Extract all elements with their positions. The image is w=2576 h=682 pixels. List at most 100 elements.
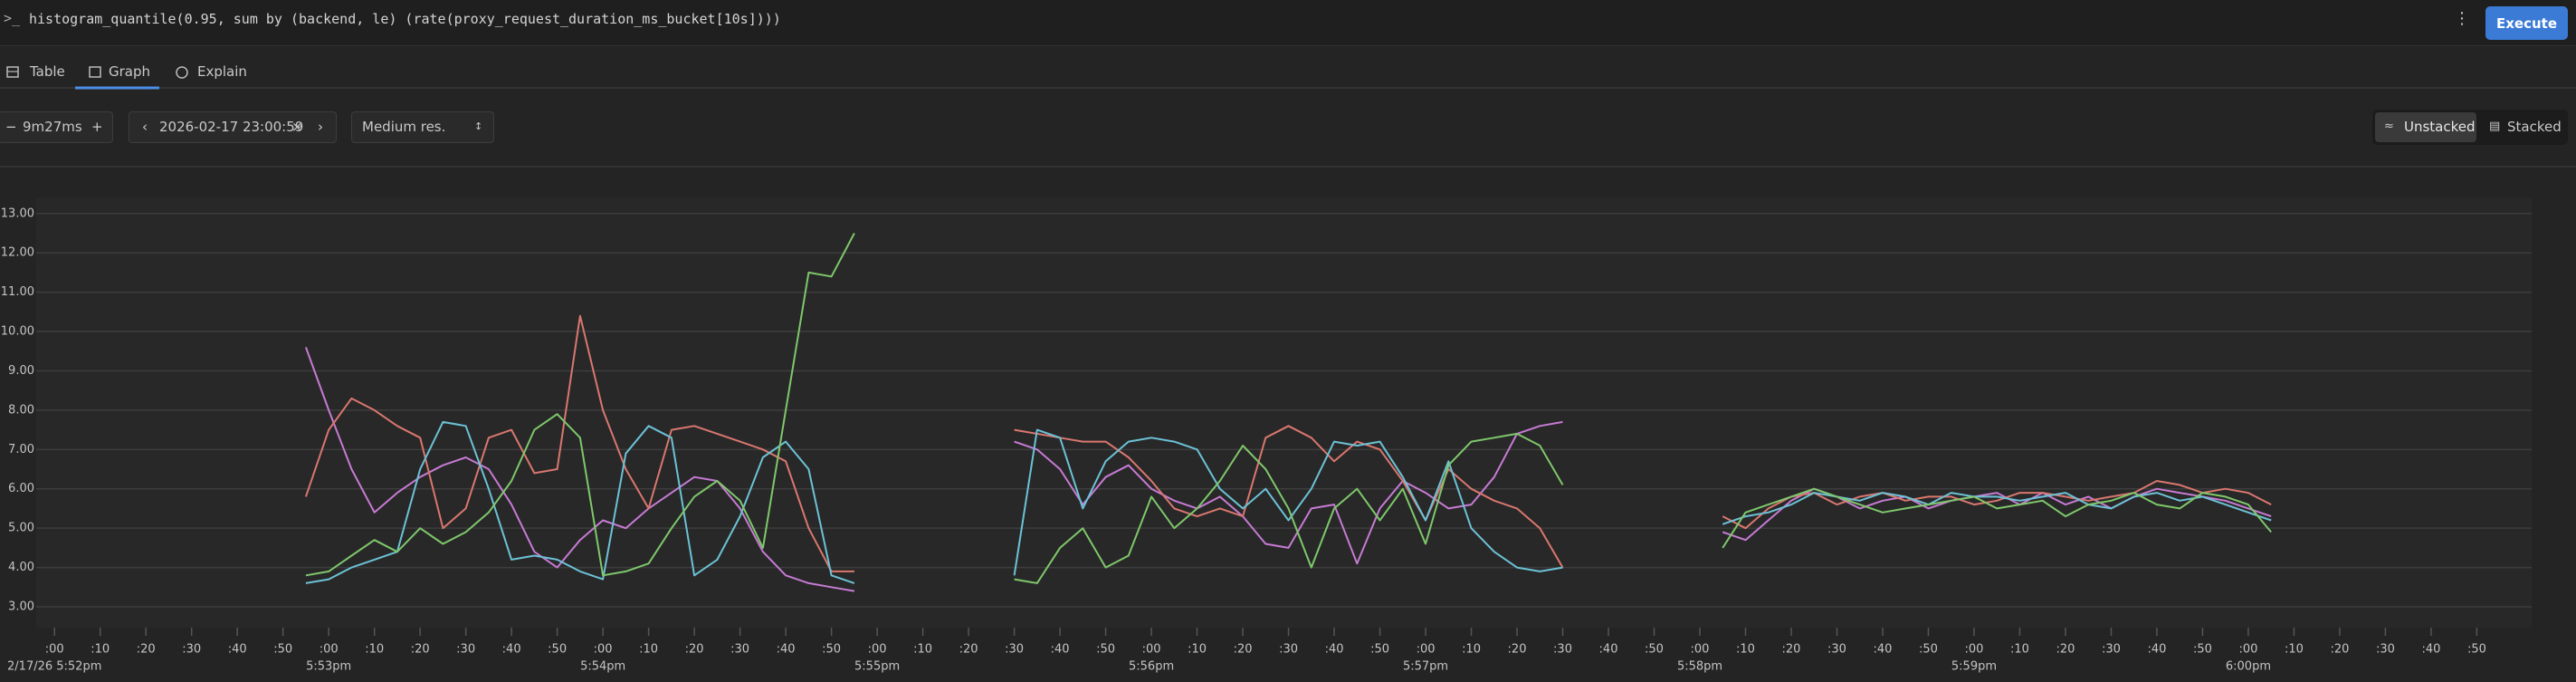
x-minute-label: 5:54pm [580,660,625,674]
x-tick-label: :30 [730,643,749,657]
x-minute-label: 5:58pm [1677,660,1722,674]
prompt-icon: >_ [4,10,21,26]
x-tick-label: :30 [182,643,201,657]
unstacked-icon: ≈ [2384,120,2394,133]
series-line [305,233,2272,584]
x-minute-label: 6:00pm [2226,660,2271,674]
end-time-value[interactable]: 2026-02-17 23:00:59 [159,119,304,135]
x-minute-label: 5:56pm [1129,660,1174,674]
y-tick-label: 12.00 [1,246,34,260]
stack-mode[interactable]: Stacked [2507,119,2562,135]
x-tick-label: :40 [777,643,796,657]
x-minute-label: 5:57pm [1403,660,1448,674]
x-tick-label: :40 [1874,643,1893,657]
range-value[interactable]: 9m27ms [23,119,82,135]
x-tick-label: :50 [2467,643,2486,657]
resolution-select[interactable] [351,111,494,143]
x-tick-label: :10 [365,643,384,657]
query-input[interactable]: histogram_quantile(0.95, sum by (backend… [29,11,781,27]
x-tick-label: :50 [1919,643,1938,657]
stacked-icon: ▤ [2489,120,2501,133]
stack-mode[interactable]: Unstacked [2404,119,2476,135]
y-tick-label: 5.00 [8,522,34,535]
x-tick-label: :40 [228,643,247,657]
range-increase[interactable]: + [91,119,103,135]
x-tick-label: :10 [91,643,110,657]
execute-button[interactable]: Execute [2485,6,2568,40]
x-tick-label: :40 [1325,643,1344,657]
tab-icons [0,66,2576,90]
y-tick-label: 11.00 [1,285,34,299]
tab[interactable]: Graph [109,63,151,80]
x-tick-label: :00 [1142,643,1161,657]
x-tick-label: :30 [1553,643,1572,657]
x-tick-label: :50 [273,643,292,657]
x-tick-label: :50 [822,643,841,657]
x-minute-label: 2/17/26 5:52pm [7,660,101,674]
x-tick-label: :40 [2147,643,2166,657]
end-time-back[interactable]: ‹ [142,119,148,135]
y-tick-label: 8.00 [8,403,34,417]
x-tick-label: :10 [639,643,658,657]
divider [0,166,2576,168]
x-tick-label: :10 [2010,643,2029,657]
x-tick-label: :30 [1279,643,1298,657]
y-tick-label: 10.00 [1,325,34,339]
x-tick-label: :50 [2193,643,2212,657]
graph-icon [89,66,101,78]
range-decrease[interactable]: − [5,119,17,135]
tab[interactable]: Table [30,63,65,80]
x-tick-label: :10 [1462,643,1481,657]
end-time-forward[interactable]: › [318,119,323,135]
menu-button[interactable]: ⋮ [2454,9,2470,28]
x-minute-label: 5:53pm [306,660,351,674]
x-tick-label: :00 [1965,643,1984,657]
x-tick-label: :00 [45,643,64,657]
x-tick-label: :10 [1736,643,1755,657]
x-tick-label: :20 [1508,643,1527,657]
y-tick-label: 9.00 [8,364,34,378]
x-minute-label: 5:55pm [854,660,900,674]
x-tick-label: :10 [913,643,932,657]
x-tick-label: :30 [1827,643,1846,657]
x-tick-label: :20 [411,643,430,657]
x-tick-label: :20 [1234,643,1253,657]
x-tick-label: :40 [1051,643,1070,657]
end-time-clear[interactable]: × [291,119,303,135]
y-tick-label: 13.00 [1,207,34,220]
x-tick-label: :30 [2376,643,2395,657]
x-tick-label: :30 [2102,643,2121,657]
x-tick-label: :00 [1691,643,1710,657]
x-tick-label: :20 [137,643,156,657]
x-tick-label: :00 [2238,643,2257,657]
y-tick-label: 4.00 [8,561,34,574]
query-bar [0,0,2576,46]
stack-toggle-active [2375,112,2476,142]
range-input [0,111,113,143]
x-minute-label: 5:59pm [1951,660,1997,674]
x-tick-label: :00 [594,643,613,657]
x-tick-label: :50 [1096,643,1115,657]
plot-area [36,197,2532,628]
x-tick-label: :40 [2421,643,2440,657]
select-chevron: ↕ [474,120,483,132]
tab[interactable]: Explain [197,63,247,80]
x-tick-label: :10 [2285,643,2304,657]
x-tick-label: :20 [959,643,978,657]
x-tick-label: :00 [320,643,339,657]
x-tick-label: :40 [1599,643,1618,657]
y-tick-label: 3.00 [8,600,34,613]
resolution-value[interactable]: Medium res. [362,119,446,135]
x-tick-label: :20 [2056,643,2075,657]
x-tick-label: :50 [1370,643,1389,657]
x-tick-label: :30 [1005,643,1024,657]
x-tick-label: :10 [1188,643,1207,657]
x-tick-label: :40 [502,643,521,657]
x-tick-label: :20 [1782,643,1801,657]
x-tick-label: :30 [456,643,475,657]
x-tick-label: :00 [868,643,887,657]
y-tick-label: 7.00 [8,443,34,456]
x-tick-label: :50 [1645,643,1664,657]
end-time-input [129,111,337,143]
